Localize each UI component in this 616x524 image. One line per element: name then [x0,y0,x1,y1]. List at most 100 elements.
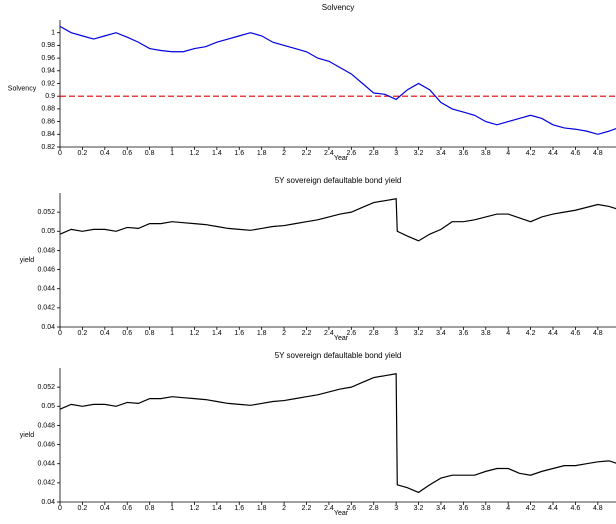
y-tick-label: 0.04 [41,324,55,331]
y-tick-label: 0.96 [41,55,55,62]
x-tick-label: 3.6 [459,150,469,157]
x-tick-label: 3 [394,505,398,512]
x-tick-label: 1.8 [257,505,267,512]
x-tick-label: 1 [170,505,174,512]
x-tick-label: 2.2 [302,150,312,157]
x-tick-label: 2 [282,330,286,337]
x-tick-label: 0.4 [100,330,110,337]
y-tick-label: 0.04 [41,499,55,506]
x-tick-label: 0.6 [122,150,132,157]
y-tick-label: 0.044 [37,286,55,293]
x-tick-label: 1.6 [234,505,244,512]
y-tick-label: 0.05 [41,228,55,235]
x-tick-label: 2.6 [346,330,356,337]
x-tick-label: 3.4 [436,150,446,157]
x-tick-label: 4.4 [548,505,558,512]
x-tick-label: 2.6 [346,505,356,512]
y-tick-label: 0.046 [37,266,55,273]
x-tick-label: 0.6 [122,505,132,512]
x-tick-label: 2 [282,505,286,512]
data-line [59,198,616,242]
x-tick-label: 2.4 [324,150,334,157]
x-tick-label: 4.8 [593,150,603,157]
x-tick-label: 1.2 [190,330,200,337]
x-axis-label: Year [334,335,349,342]
y-tick-label: 0.84 [41,131,55,138]
x-tick-label: 1.6 [234,150,244,157]
x-tick-label: 1.2 [190,150,200,157]
x-tick-label: 3.8 [481,150,491,157]
x-tick-label: 2.2 [302,330,312,337]
x-tick-label: 0 [58,330,62,337]
y-tick-label: 0.046 [37,441,55,448]
x-tick-label: 2.6 [346,150,356,157]
x-tick-label: 2.8 [369,505,379,512]
x-tick-label: 4.8 [593,330,603,337]
y-tick-label: 0.88 [41,106,55,113]
x-tick-label: 3.6 [459,505,469,512]
x-tick-label: 1.4 [212,330,222,337]
x-tick-label: 2.4 [324,330,334,337]
x-tick-label: 1 [170,330,174,337]
x-tick-label: 0.8 [145,505,155,512]
y-tick-label: 0.86 [41,118,55,125]
x-tick-label: 0.8 [145,150,155,157]
y-tick-label: 1 [51,30,55,37]
y-tick-label: 0.044 [37,461,55,468]
x-tick-label: 4.2 [526,330,536,337]
x-tick-label: 0.2 [78,150,88,157]
x-tick-label: 3.4 [436,505,446,512]
x-tick-label: 3 [394,330,398,337]
y-axis-label: yield [20,257,35,264]
x-tick-label: 4.6 [571,150,581,157]
x-tick-label: 2.8 [369,330,379,337]
x-tick-label: 4.4 [548,150,558,157]
y-tick-label: 0.05 [41,403,55,410]
y-tick-label: 0.042 [37,480,55,487]
x-tick-label: 0.6 [122,330,132,337]
chart-title: 5Y sovereign defaultable bond yield [275,176,402,185]
x-tick-label: 4.2 [526,505,536,512]
x-tick-label: 4 [506,150,510,157]
y-tick-label: 0.94 [41,68,55,75]
x-tick-label: 2.8 [369,150,379,157]
data-line [59,373,616,494]
y-tick-label: 0.048 [37,422,55,429]
x-tick-label: 4.6 [571,330,581,337]
x-axis-label: Year [334,155,349,162]
x-tick-label: 3.2 [414,150,424,157]
x-tick-label: 4.2 [526,150,536,157]
y-tick-label: 0.98 [41,42,55,49]
y-tick-label: 0.052 [37,384,55,391]
x-tick-label: 4 [506,505,510,512]
x-tick-label: 4.8 [593,505,603,512]
y-tick-label: 0.9 [45,93,55,100]
x-tick-label: 0.8 [145,330,155,337]
x-tick-label: 4 [506,330,510,337]
y-tick-label: 0.052 [37,209,55,216]
data-line [59,25,616,135]
x-tick-label: 3.4 [436,330,446,337]
x-tick-label: 1.8 [257,150,267,157]
x-tick-label: 1.8 [257,330,267,337]
x-tick-label: 3.6 [459,330,469,337]
x-tick-label: 1.4 [212,150,222,157]
x-axis-label: Year [334,510,349,517]
x-tick-label: 2.4 [324,505,334,512]
y-tick-label: 0.042 [37,305,55,312]
x-tick-label: 0 [58,505,62,512]
x-tick-label: 0.2 [78,505,88,512]
x-tick-label: 3.2 [414,505,424,512]
x-tick-label: 1.2 [190,505,200,512]
x-tick-label: 4.4 [548,330,558,337]
x-tick-label: 3.8 [481,505,491,512]
x-tick-label: 1 [170,150,174,157]
x-tick-label: 1.6 [234,330,244,337]
x-tick-label: 0.4 [100,150,110,157]
x-tick-label: 0 [58,150,62,157]
y-axis-label: yield [20,432,35,439]
x-tick-label: 0.4 [100,505,110,512]
y-tick-label: 0.048 [37,247,55,254]
